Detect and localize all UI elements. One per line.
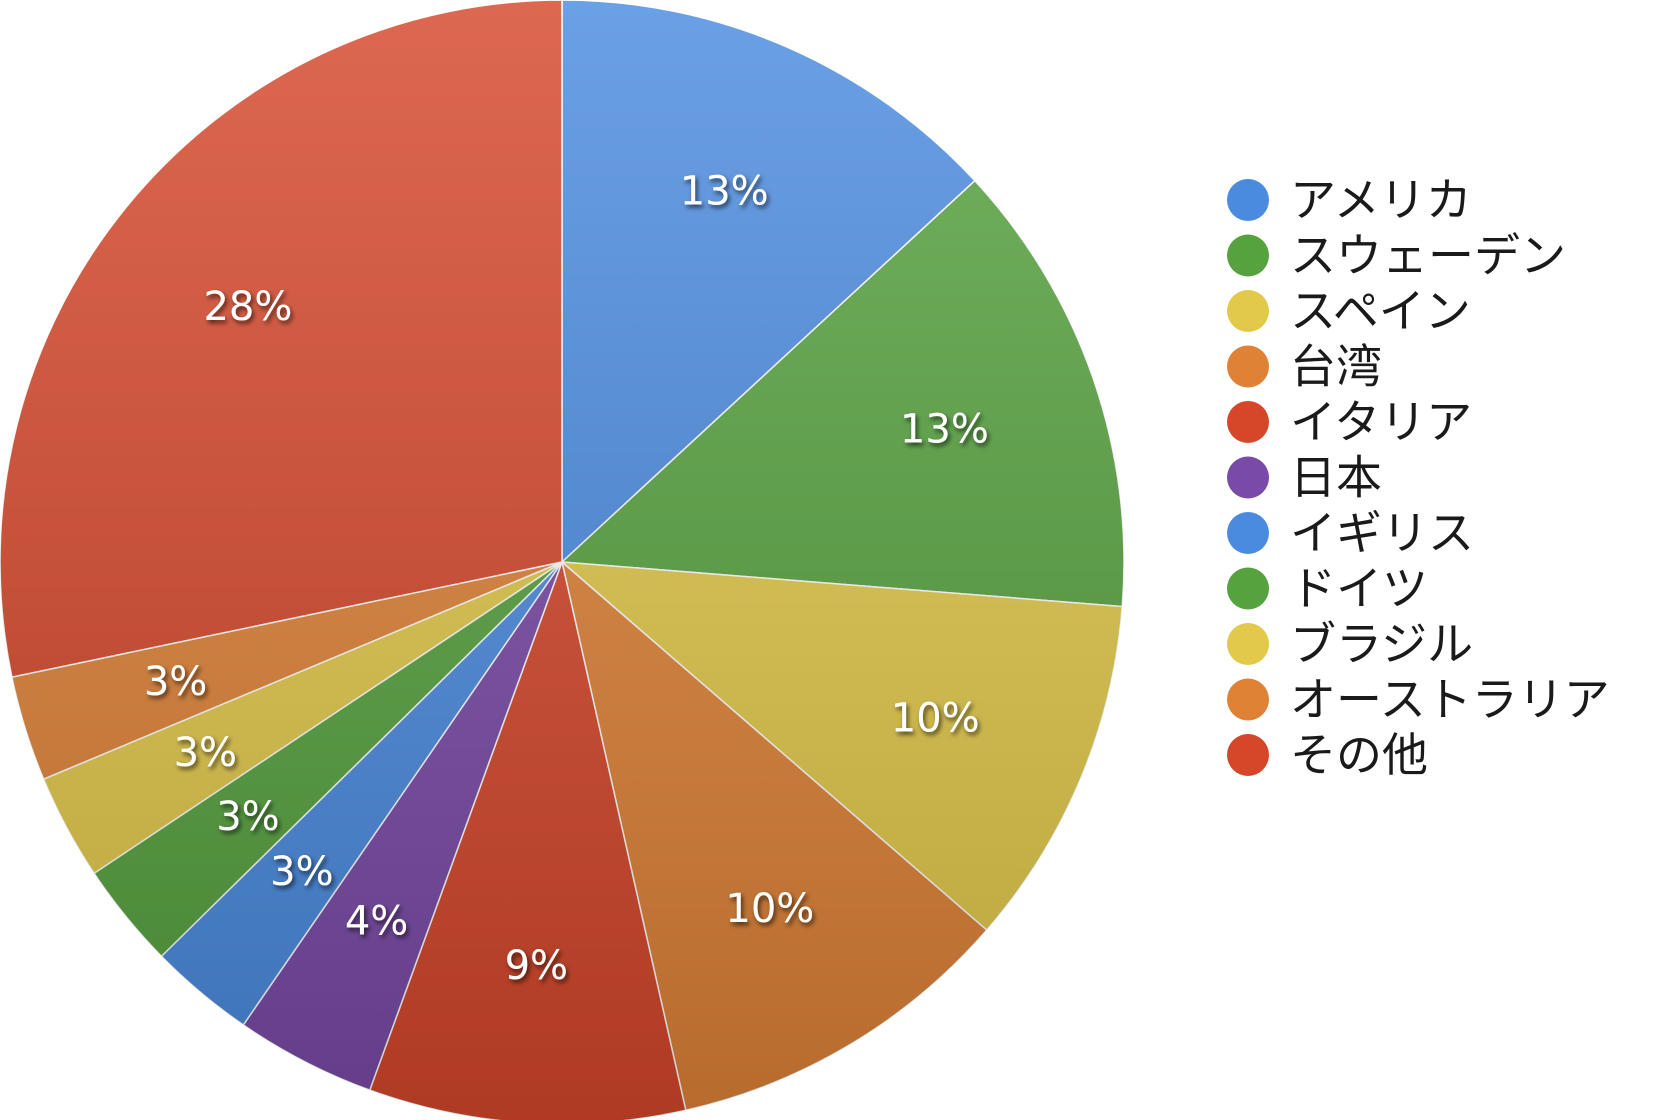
slice-label-3: 10% — [725, 886, 814, 932]
legend-label-1: スウェーデン — [1290, 229, 1566, 283]
legend-label-6: イギリス — [1290, 506, 1474, 560]
slice-label-8: 3% — [174, 730, 237, 776]
legend-label-10: その他 — [1290, 728, 1428, 782]
slice-labels: 13% 13% 10% 10% 9% 4% 3% 3% 3% 3% 28% — [144, 168, 989, 989]
slice-label-9: 3% — [144, 659, 207, 705]
legend-swatch-1 — [1227, 234, 1269, 277]
legend-swatch-6 — [1227, 512, 1269, 554]
legend-label-2: スペイン — [1290, 284, 1471, 338]
slice-label-1: 13% — [900, 407, 989, 453]
legend-swatch-8 — [1227, 623, 1269, 665]
pie-slice-10 — [0, 0, 563, 678]
legend-swatch-4 — [1227, 401, 1269, 443]
legend-label-0: アメリカ — [1290, 173, 1472, 227]
legend-swatch-0 — [1227, 179, 1269, 221]
legend-swatch-3 — [1227, 345, 1269, 388]
legend-label-8: ブラジル — [1290, 617, 1473, 671]
legend-swatch-10 — [1227, 734, 1269, 776]
legend-label-7: ドイツ — [1290, 562, 1428, 616]
legend-label-9: オーストラリア — [1290, 673, 1610, 727]
slice-label-10: 28% — [203, 284, 292, 330]
legend-swatch-5 — [1227, 456, 1269, 499]
slice-label-6: 3% — [270, 849, 333, 895]
slice-label-0: 13% — [680, 168, 769, 214]
slice-label-5: 4% — [345, 899, 408, 945]
legend-swatch-9 — [1227, 678, 1269, 721]
legend-label-5: 日本 — [1290, 451, 1382, 505]
legend-swatch-2 — [1227, 290, 1269, 332]
slice-label-4: 9% — [505, 943, 568, 989]
legend-swatch-7 — [1227, 567, 1269, 610]
legend-label-3: 台湾 — [1290, 340, 1382, 394]
slice-label-7: 3% — [216, 794, 279, 840]
legend-label-4: イタリア — [1290, 395, 1472, 449]
slice-label-2: 10% — [891, 695, 980, 741]
legend: アメリカスウェーデンスペイン台湾イタリア日本イギリスドイツブラジルオーストラリア… — [1227, 173, 1610, 782]
